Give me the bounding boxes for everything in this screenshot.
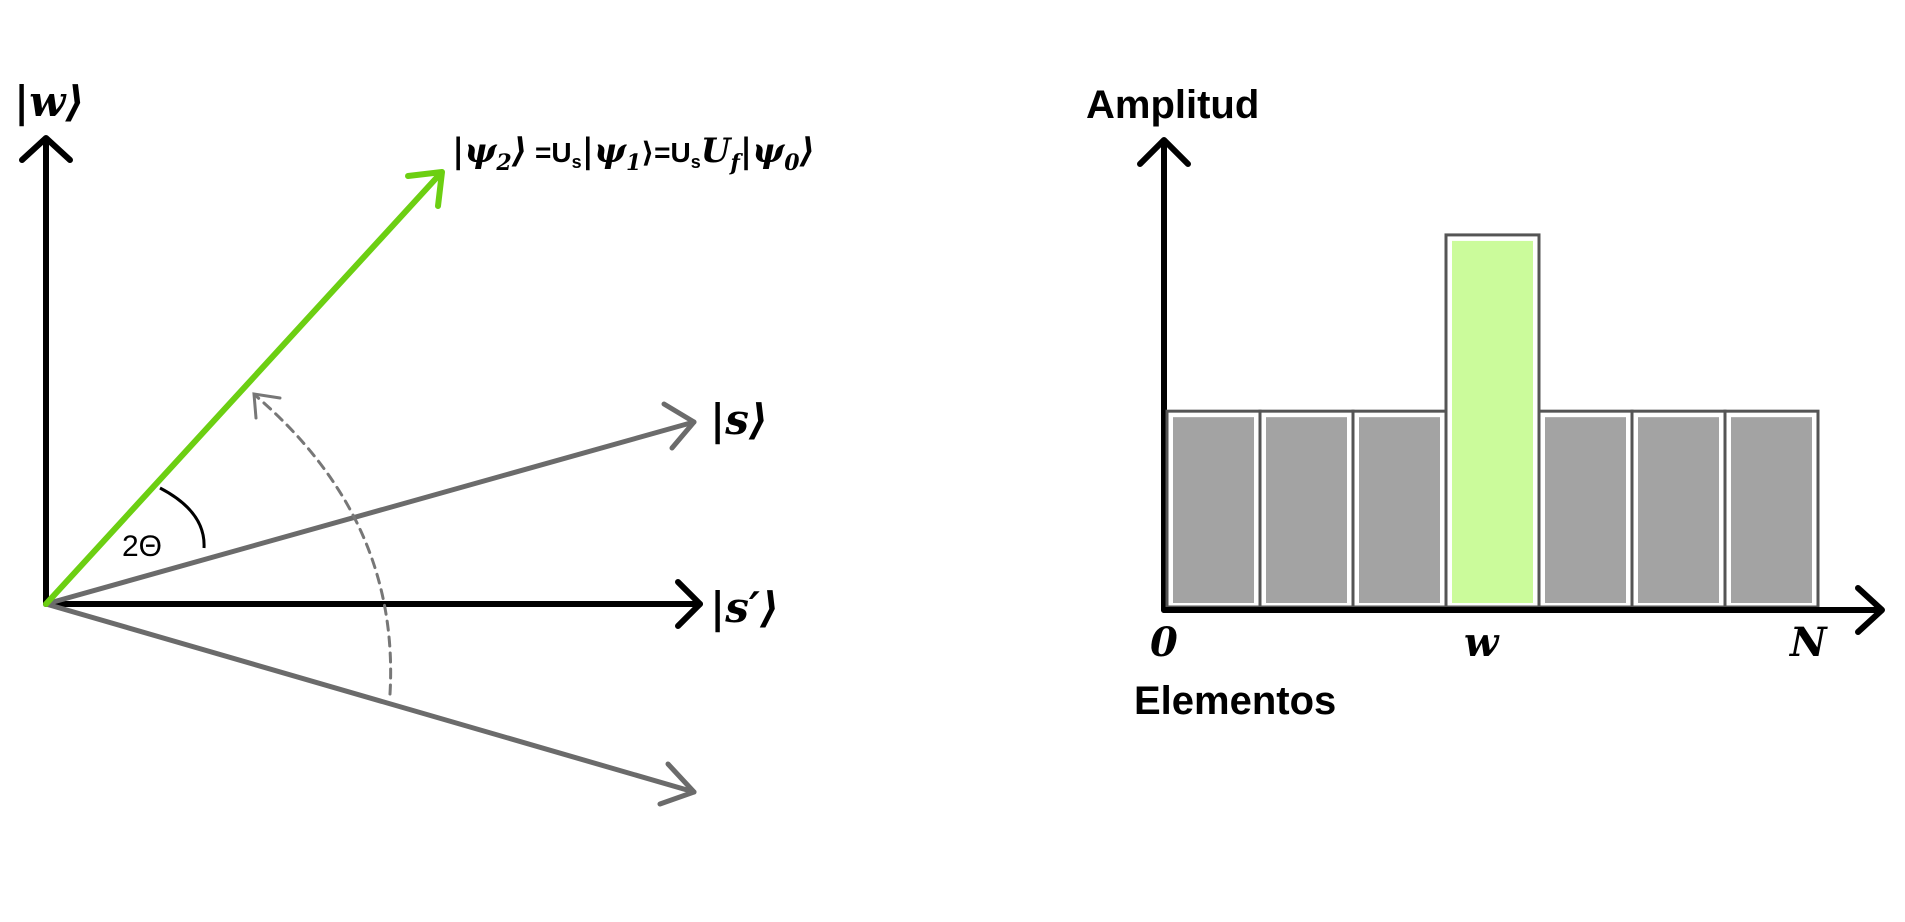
tick-label-n: N — [1788, 619, 1828, 666]
bar-fill — [1638, 417, 1719, 603]
elements-axis-arrowhead — [1855, 585, 1885, 635]
bar-fill — [1173, 417, 1254, 603]
psi2-vector-arrowhead — [405, 169, 445, 209]
bar-fill — [1731, 417, 1812, 603]
bar-fill-marked — [1452, 240, 1533, 603]
grover-rotation-diagram: |w⟩ |s′⟩ |s⟩ 2Θ |ψ2⟩ =Us|ψ1⟩=UsUf|ψ0⟩ — [14, 77, 815, 807]
s-prime-label: |s′⟩ — [710, 583, 779, 632]
w-axis-arrowhead — [19, 135, 73, 163]
rotation-arc — [254, 394, 393, 696]
amplitude-axis-arrowhead — [1137, 137, 1191, 167]
w-axis-label: |w⟩ — [14, 77, 85, 126]
bar-fill — [1266, 417, 1347, 603]
elements-axis-label: Elementos — [1134, 679, 1336, 723]
bars-group — [1165, 233, 1820, 609]
s-prime-axis-arrowhead — [675, 579, 703, 629]
psi2-vector — [43, 171, 443, 607]
bar-fill — [1359, 417, 1440, 603]
bar-fill — [1545, 417, 1626, 603]
reflected-vector-arrowhead — [657, 761, 697, 807]
tick-label-zero: 0 — [1150, 619, 1178, 666]
amplitude-bar-chart: Amplitud 0 w N Elementos — [1086, 83, 1885, 723]
angle-arc — [159, 486, 206, 549]
s-vector-label: |s⟩ — [710, 395, 768, 444]
rotation-arc-arrowhead — [252, 392, 282, 420]
reflected-vector — [43, 601, 697, 795]
amplitude-axis-label: Amplitud — [1086, 83, 1259, 127]
tick-label-w: w — [1464, 619, 1500, 666]
angle-label: 2Θ — [122, 530, 162, 563]
s-vector — [43, 419, 697, 607]
psi2-label: |ψ2⟩ =Us|ψ1⟩=UsUf|ψ0⟩ — [452, 131, 815, 176]
s-vector-arrowhead — [661, 401, 697, 451]
